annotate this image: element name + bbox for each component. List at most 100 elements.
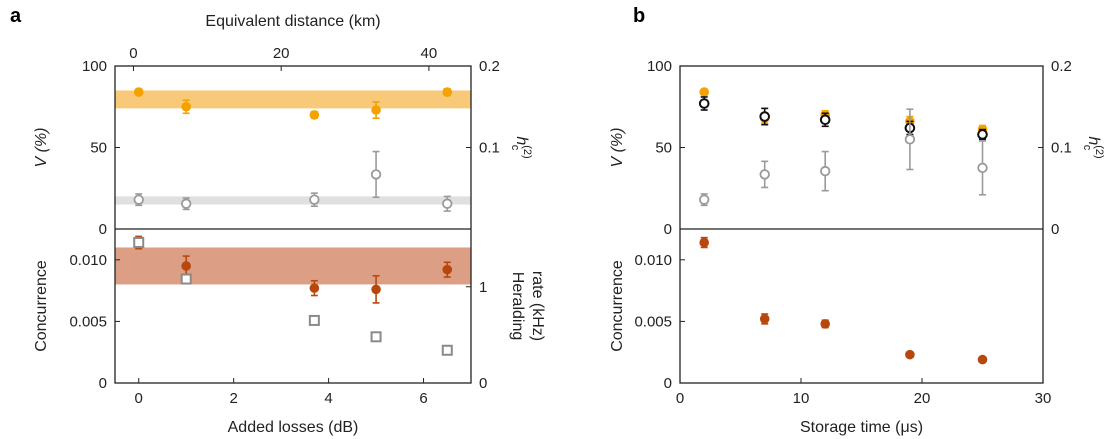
point-b-top-V — [699, 87, 709, 97]
point-b-bottom-concurrence — [759, 313, 770, 325]
point-a-top-V — [133, 87, 144, 97]
band-a-top-V — [115, 90, 471, 109]
marker-concurrence — [759, 314, 770, 324]
marker-V — [442, 87, 453, 97]
x2tick-label-a-top: 0 — [129, 45, 137, 62]
point-b-top-g2 — [904, 108, 916, 171]
band-a-top-g2 — [115, 196, 471, 205]
marker-g2 — [820, 165, 831, 177]
marker-black — [759, 111, 771, 122]
marker-V — [181, 101, 191, 112]
point-a-bottom-concurrence — [442, 261, 453, 278]
ytick-label-b-top: 100 — [647, 58, 672, 75]
y-axis-title-a-top: V (%) — [33, 128, 50, 168]
point-b-top-g2 — [820, 150, 831, 192]
marker-V — [133, 87, 144, 97]
point-b-top-g2 — [977, 140, 988, 196]
ytick-label-a-top: 50 — [90, 140, 107, 157]
point-a-top-g2 — [180, 197, 192, 211]
panel-letter-b: b — [633, 5, 645, 27]
marker-g2 — [180, 198, 192, 209]
marker-V — [309, 110, 320, 120]
point-a-bottom-heralding — [370, 331, 382, 343]
y2tick-label-b-top: 0.1 — [1051, 140, 1072, 157]
point-b-top-black — [698, 96, 710, 111]
marker-V — [699, 87, 709, 97]
y-axis-title-a-bottom: Concurrence — [33, 260, 50, 352]
point-b-top-black — [977, 128, 988, 141]
ytick-label-b-bottom: 0.005 — [634, 313, 672, 330]
point-a-bottom-heralding — [133, 236, 145, 248]
marker-concurrence — [977, 354, 988, 365]
x-axis-title-a: Added losses (dB) — [228, 419, 359, 436]
marker-black — [698, 98, 710, 109]
marker-heralding — [133, 236, 145, 248]
marker-heralding — [308, 314, 320, 326]
point-a-bottom-heralding — [441, 344, 453, 356]
point-a-top-V — [309, 110, 320, 120]
xtick-label-b-bottom: 20 — [914, 390, 931, 407]
marker-g2 — [699, 194, 710, 205]
marker-concurrence — [442, 264, 453, 275]
marker-heralding — [370, 331, 382, 343]
x2-axis-title-a: Equivalent distance (km) — [205, 13, 380, 30]
panel-letter-a: a — [10, 5, 22, 27]
band-a-bottom-concurrence — [115, 247, 471, 285]
ytick-label-b-bottom: 0.010 — [634, 252, 672, 269]
point-b-bottom-concurrence — [820, 319, 830, 329]
point-a-top-g2 — [442, 195, 453, 212]
y2tick-label-a-top: 0.1 — [479, 140, 500, 157]
y2-axis-title-b-top: h(2)c — [1081, 136, 1105, 158]
marker-g2 — [759, 169, 770, 180]
marker-concurrence — [905, 349, 915, 360]
y-axis-title-b-top: V (%) — [609, 128, 626, 168]
marker-V — [371, 105, 381, 115]
y2tick-label-a-bottom: 1 — [479, 279, 487, 296]
ytick-label-a-bottom: 0.010 — [69, 252, 107, 269]
marker-g2 — [904, 134, 916, 145]
point-b-bottom-concurrence — [699, 236, 709, 249]
point-a-bottom-concurrence — [371, 275, 381, 304]
point-a-bottom-concurrence — [309, 279, 320, 297]
ytick-label-a-bottom: 0 — [99, 375, 107, 392]
marker-concurrence — [309, 283, 320, 293]
ytick-label-a-bottom: 0.005 — [69, 313, 107, 330]
xtick-label-a-bottom: 4 — [324, 390, 332, 407]
marker-g2 — [977, 162, 988, 174]
y2tick-label-a-top: 0.2 — [479, 58, 500, 75]
ytick-label-b-top: 50 — [655, 140, 672, 157]
point-b-bottom-concurrence — [905, 349, 915, 360]
point-a-top-g2 — [309, 192, 320, 207]
point-b-top-g2 — [699, 193, 710, 207]
point-a-top-g2 — [370, 150, 382, 199]
point-a-top-V — [442, 87, 453, 97]
marker-concurrence — [371, 284, 381, 295]
point-b-top-black — [819, 112, 831, 128]
ytick-label-a-top: 0 — [99, 221, 107, 238]
y2tick-label-b-top: 0.2 — [1051, 58, 1072, 75]
y2-axis-title-a-top: h(2)c — [509, 136, 533, 158]
xtick-label-a-bottom: 0 — [135, 390, 143, 407]
xtick-label-b-bottom: 10 — [793, 390, 810, 407]
marker-concurrence — [699, 237, 709, 248]
xtick-label-b-bottom: 0 — [676, 390, 684, 407]
point-a-top-g2 — [133, 193, 144, 207]
x-axis-title-b: Storage time (μs) — [800, 419, 923, 436]
xtick-label-a-bottom: 2 — [229, 390, 237, 407]
marker-black — [819, 114, 831, 126]
marker-concurrence — [181, 261, 191, 271]
marker-black — [977, 129, 988, 140]
xtick-label-b-bottom: 30 — [1035, 390, 1052, 407]
point-b-top-g2 — [759, 160, 770, 189]
y-axis-title-b-bottom: Concurrence — [609, 260, 626, 352]
y2tick-label-a-bottom: 0 — [479, 375, 487, 392]
y2-axis-title-a-bottom-line2: rate (kHz) — [529, 271, 546, 341]
marker-g2 — [442, 198, 453, 209]
marker-concurrence — [820, 319, 830, 329]
point-a-bottom-heralding — [308, 314, 320, 326]
xtick-label-a-bottom: 6 — [419, 390, 427, 407]
x2tick-label-a-top: 20 — [273, 45, 290, 62]
marker-g2 — [309, 194, 320, 205]
ytick-label-b-bottom: 0 — [664, 375, 672, 392]
